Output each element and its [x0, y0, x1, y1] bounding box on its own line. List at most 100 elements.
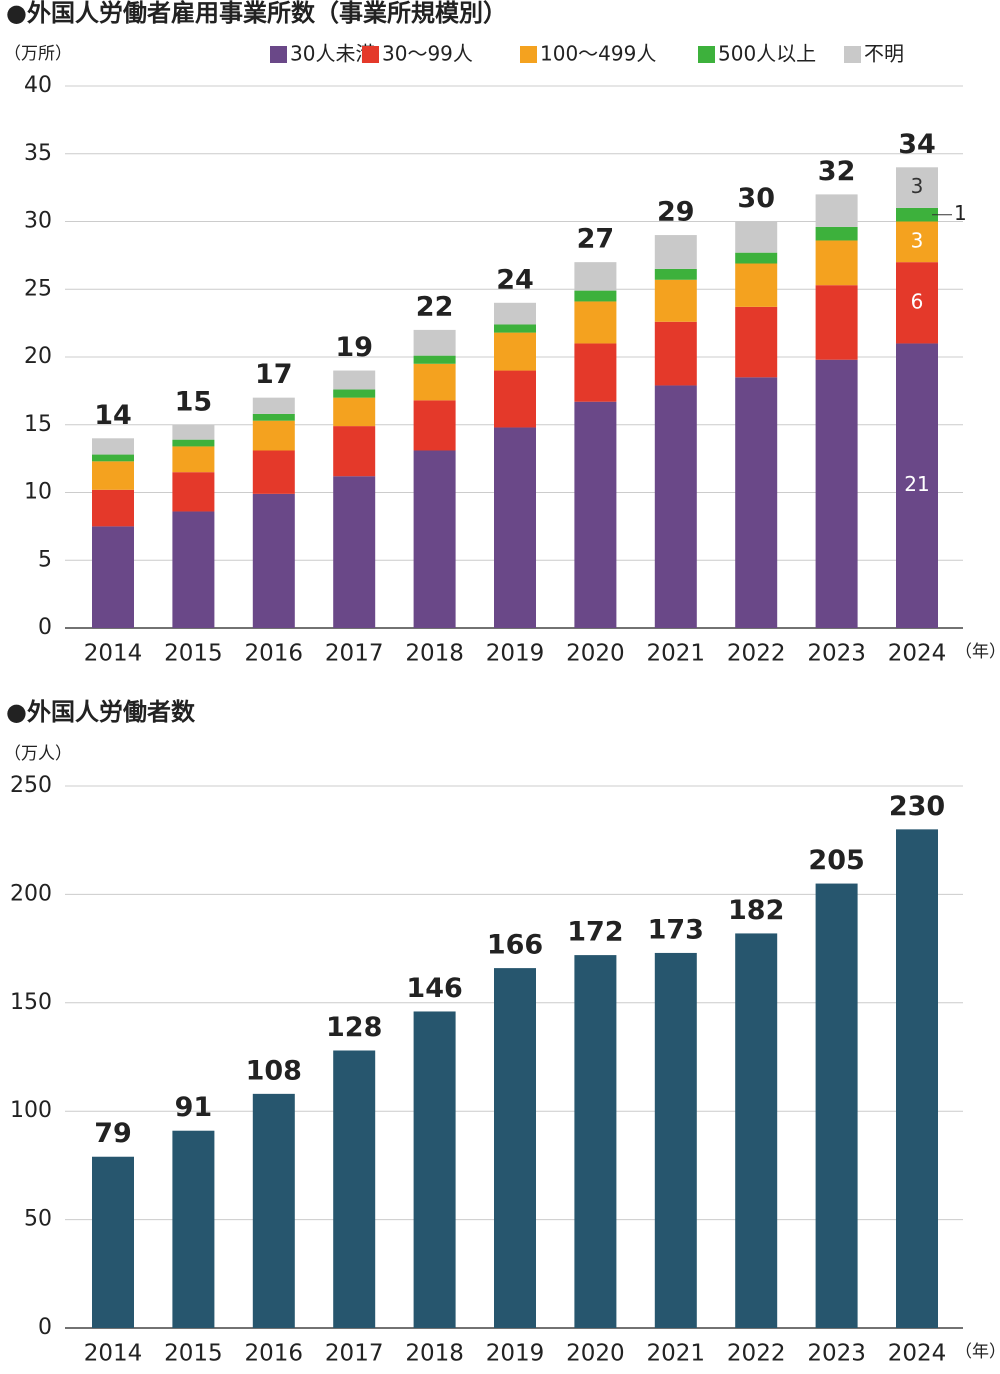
value-label: 146 — [406, 973, 462, 1004]
bar-segment — [574, 401, 617, 628]
value-label: 230 — [889, 791, 945, 822]
y-tick-label: 10 — [24, 480, 52, 505]
bar — [252, 1093, 295, 1328]
bar-segment — [896, 343, 938, 628]
bar-segment — [896, 262, 938, 344]
y-tick-label: 50 — [24, 1207, 52, 1232]
y-unit: （万所） — [4, 44, 72, 64]
bar-segment — [735, 306, 778, 378]
x-tick-label: 2023 — [807, 1341, 866, 1367]
value-label: 91 — [175, 1092, 213, 1123]
bar — [815, 883, 858, 1328]
bar-segment — [413, 450, 456, 628]
bar-segment — [494, 370, 536, 428]
bar-segment — [654, 385, 697, 628]
bar-segment — [92, 454, 134, 462]
x-tick-label: 2020 — [566, 1341, 625, 1367]
legend-label: 30人未満 — [290, 42, 375, 66]
legend-swatch — [698, 46, 715, 63]
y-tick-label: 0 — [38, 1315, 52, 1340]
legend-swatch — [844, 46, 861, 63]
x-tick-label: 2014 — [84, 641, 143, 667]
y-tick-label: 30 — [24, 209, 52, 234]
y-unit: （万人） — [4, 744, 72, 764]
bar-segment — [172, 439, 215, 447]
bar — [333, 1050, 376, 1328]
x-unit: （年） — [955, 642, 1000, 662]
total-label: 34 — [898, 129, 936, 160]
bar-segment — [494, 324, 536, 333]
bar — [494, 968, 536, 1328]
x-tick-label: 2018 — [405, 1341, 464, 1367]
bar-segment — [735, 221, 778, 253]
value-label: 173 — [648, 914, 704, 945]
legend-swatch — [270, 46, 287, 63]
y-tick-label: 5 — [38, 547, 52, 572]
total-label: 32 — [818, 156, 856, 187]
bar-segment — [896, 221, 938, 263]
bar-segment — [413, 329, 456, 356]
bar-segment — [172, 446, 215, 473]
bar-segment — [815, 240, 858, 286]
bar-segment — [574, 290, 617, 302]
x-tick-label: 2014 — [84, 1341, 143, 1367]
bar-segment — [815, 285, 858, 360]
total-label: 17 — [255, 359, 293, 390]
y-tick-label: 40 — [24, 73, 52, 98]
value-label: 128 — [326, 1012, 382, 1043]
bar-segment — [252, 413, 295, 421]
value-label: 108 — [246, 1055, 302, 1086]
value-label: 166 — [487, 930, 543, 961]
y-tick-label: 25 — [24, 276, 52, 301]
bar-segment — [654, 321, 697, 386]
bar-segment — [172, 472, 215, 512]
bar-segment — [92, 461, 134, 490]
bar-segment — [92, 489, 134, 527]
bar-segment — [896, 167, 938, 208]
bar-segment — [413, 355, 456, 364]
bar-segment — [252, 493, 295, 628]
value-label: 172 — [567, 917, 623, 948]
total-label: 22 — [416, 291, 454, 322]
segment-label: 1 — [954, 201, 967, 225]
y-tick-label: 0 — [38, 615, 52, 640]
x-tick-label: 2016 — [245, 641, 304, 667]
bar — [413, 1011, 456, 1328]
x-tick-label: 2024 — [888, 641, 947, 667]
bar-segment — [735, 252, 778, 264]
bar-segment — [494, 332, 536, 371]
legend-swatch — [520, 46, 537, 63]
total-label: 15 — [175, 386, 213, 417]
bar — [574, 955, 617, 1328]
bar-segment — [333, 476, 376, 628]
bar-segment — [654, 279, 697, 322]
x-tick-label: 2021 — [647, 641, 706, 667]
bar — [654, 952, 697, 1328]
legend-label: 500人以上 — [718, 42, 816, 66]
y-tick-label: 20 — [24, 344, 52, 369]
total-label: 24 — [496, 264, 534, 295]
x-tick-label: 2017 — [325, 641, 384, 667]
x-tick-label: 2015 — [164, 641, 223, 667]
x-tick-label: 2019 — [486, 641, 545, 667]
x-tick-label: 2016 — [245, 1341, 304, 1367]
bar-segment — [172, 424, 215, 440]
bar-segment — [333, 389, 376, 398]
bar — [92, 1156, 134, 1328]
bar-segment — [92, 438, 134, 455]
y-tick-label: 150 — [10, 990, 52, 1015]
y-tick-label: 200 — [10, 881, 52, 906]
x-unit: （年） — [955, 1342, 1000, 1362]
total-label: 14 — [94, 400, 132, 431]
bar-segment — [333, 397, 376, 427]
segment-label: 3 — [911, 174, 924, 198]
bar-segment — [654, 268, 697, 280]
chart-title: ●外国人労働者数 — [6, 698, 196, 726]
bar-segment — [252, 420, 295, 451]
legend-label: 不明 — [864, 42, 904, 66]
value-label: 182 — [728, 895, 784, 926]
bar-segment — [815, 194, 858, 227]
legend-label: 100〜499人 — [540, 42, 656, 66]
bar-segment — [735, 377, 778, 628]
bar-segment — [815, 359, 858, 628]
